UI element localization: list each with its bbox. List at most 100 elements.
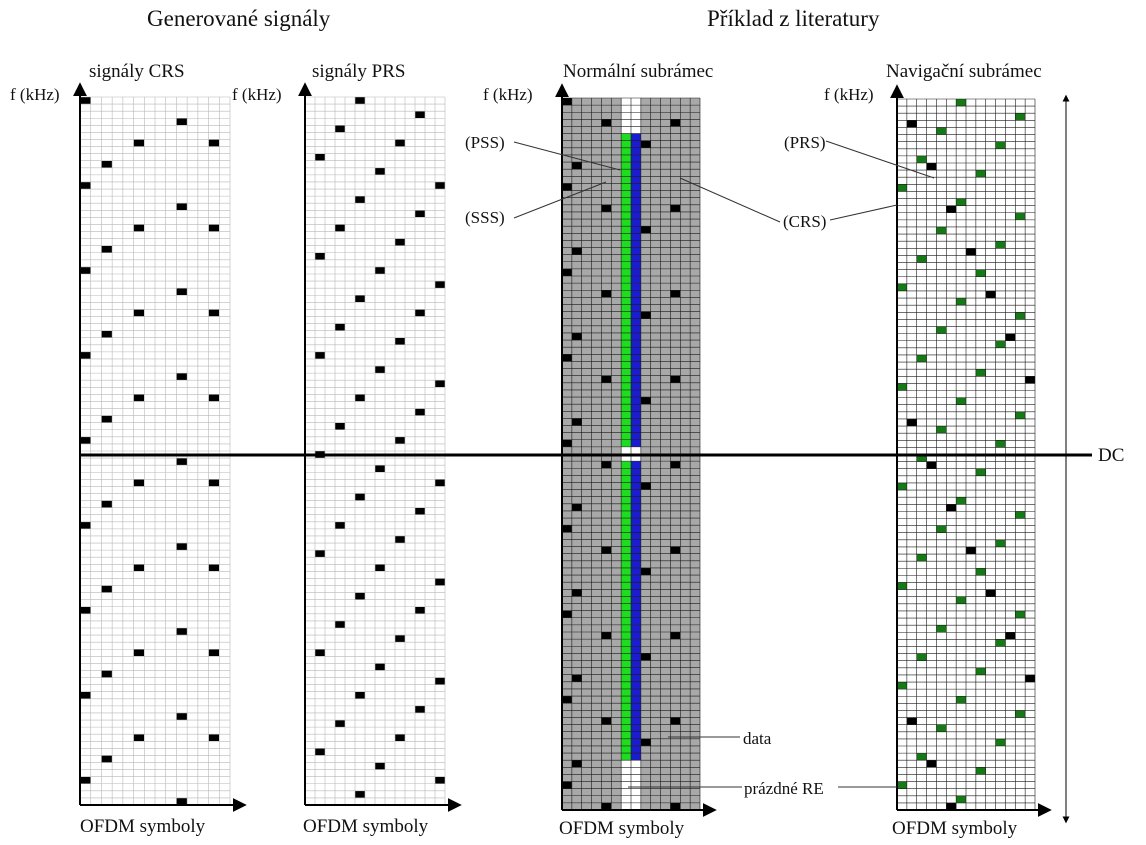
t-axis-label-nav: OFDM symboly [892, 818, 1018, 839]
nav-prs-marker [975, 667, 986, 675]
pss-cell [631, 354, 641, 362]
pss-cell [631, 226, 641, 234]
pss-cell [631, 617, 641, 625]
crs-marker [571, 162, 582, 170]
prs-marker [375, 167, 385, 175]
prs-marker [395, 436, 405, 444]
prs-marker [435, 776, 445, 784]
grid-title-normal-subframe: Normální subrámec [563, 61, 714, 82]
crs-marker [80, 691, 91, 699]
pss-leader [513, 141, 621, 171]
sss-cell [621, 219, 631, 227]
pss-cell [631, 468, 641, 476]
sss-cell [621, 731, 631, 739]
sss-cell [621, 226, 631, 234]
sss-cell [621, 653, 631, 661]
pss-cell [631, 276, 641, 284]
crs-marker [208, 139, 220, 147]
crs-marker [176, 543, 188, 551]
sss-cell [621, 468, 631, 476]
pss-cell [631, 233, 641, 241]
crs-marker [966, 546, 976, 555]
prs-marker [415, 705, 425, 713]
sss-cell [621, 553, 631, 561]
crs-marker [640, 482, 651, 490]
empty-re-cell [621, 119, 631, 127]
sss-cell [621, 745, 631, 754]
nav-prs-marker [975, 468, 986, 476]
crs-marker [571, 418, 582, 426]
pss-cell [631, 489, 641, 497]
pss-cell [631, 660, 641, 668]
prs-marker [355, 394, 365, 402]
sss-cell [621, 667, 631, 675]
nav-prs-marker [916, 653, 927, 661]
pss-cell [631, 382, 641, 390]
pss-cell [631, 389, 641, 398]
sss-cell [621, 603, 631, 611]
pss-cell [631, 632, 641, 640]
pss-cell [631, 624, 641, 632]
sss-cell [621, 211, 631, 220]
crs-marker [601, 204, 612, 212]
nav-prs-marker [1015, 312, 1026, 320]
sss-cell [621, 518, 631, 526]
pss-cell [631, 340, 641, 348]
crs-marker [601, 632, 612, 640]
prs-marker [355, 97, 365, 105]
prs-marker [355, 196, 365, 204]
pss-cell [631, 539, 641, 547]
nav-prs-marker [1015, 610, 1026, 619]
sss-cell [621, 688, 631, 697]
empty-re-cell [621, 126, 631, 134]
prs-marker [335, 422, 345, 430]
nav-prs-marker [975, 269, 986, 277]
f-axis-label-normal: f (kHz) [483, 85, 533, 104]
crs-marker [80, 436, 91, 444]
pss-cell [631, 553, 641, 561]
crs-marker [985, 290, 996, 299]
grid-title-crs: signály CRS [89, 61, 185, 82]
pss-cell [631, 667, 641, 675]
sss-cell [621, 304, 631, 312]
sss-cell [621, 432, 631, 440]
empty-re-cell [621, 802, 631, 810]
crs-marker [926, 760, 937, 768]
nav-prs-marker [995, 539, 1006, 547]
prs-marker [415, 210, 425, 218]
nav-prs-marker [936, 326, 947, 334]
crs-marker [601, 546, 612, 554]
prs-marker [335, 323, 345, 331]
crs-marker [601, 717, 612, 725]
crs-marker [133, 309, 145, 317]
pss-cell [631, 731, 641, 739]
nav-prs-marker [956, 99, 966, 107]
crs-marker [208, 394, 220, 402]
annotation-crs: (CRS) [783, 212, 827, 231]
empty-re-cell [631, 767, 641, 775]
pss-cell [631, 753, 641, 761]
crs-marker [640, 311, 651, 319]
sss-cell [621, 575, 631, 583]
crs-marker [208, 734, 220, 742]
sss-leader [513, 181, 607, 219]
sss-cell [621, 397, 631, 405]
crs-marker [670, 290, 681, 298]
nav-prs-marker [897, 682, 907, 690]
crs-leader-left [679, 177, 781, 223]
sss-cell [621, 268, 631, 276]
empty-re-cell [621, 788, 631, 796]
sss-cell [621, 247, 631, 255]
sss-cell [621, 197, 631, 205]
nav-prs-marker [956, 596, 966, 604]
crs-marker [571, 589, 582, 597]
crs-marker [1025, 674, 1035, 683]
prs-marker [375, 663, 385, 671]
sss-cell [621, 154, 631, 163]
pss-cell [631, 610, 641, 618]
crs-marker [176, 712, 188, 721]
pss-cell [631, 653, 641, 661]
nav-prs-marker [936, 525, 947, 533]
crs-marker [176, 797, 188, 805]
sss-cell [621, 525, 631, 533]
